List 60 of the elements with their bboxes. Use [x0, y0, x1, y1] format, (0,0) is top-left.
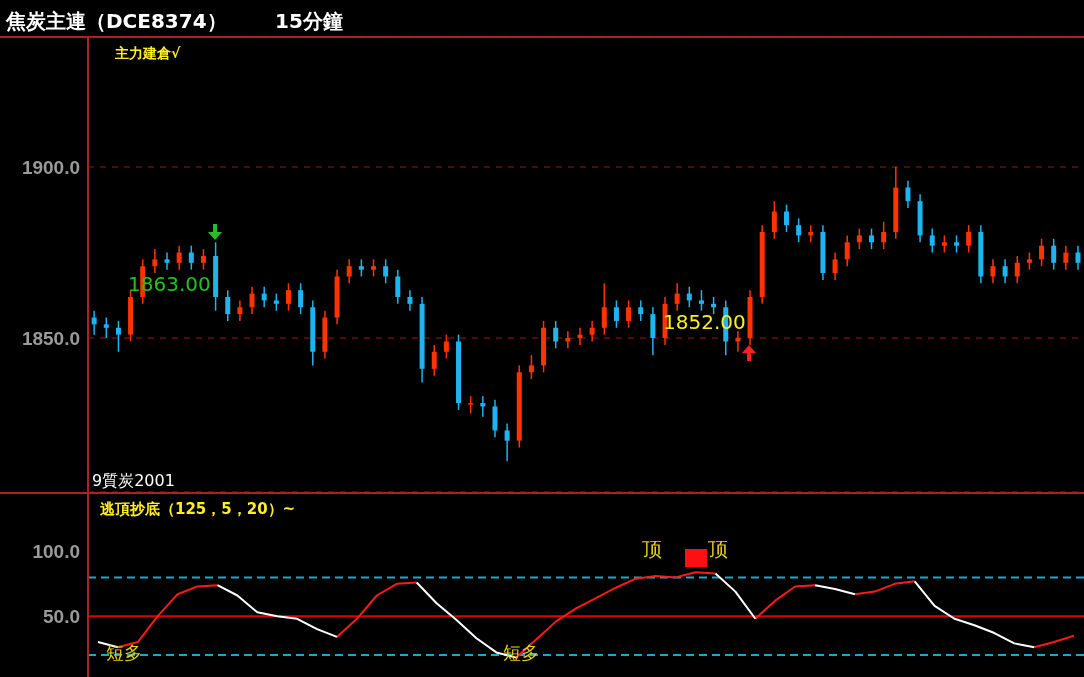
chart-subtitle: 15分鐘 — [275, 9, 343, 33]
candlestick — [164, 251, 170, 271]
y-tick-label: 1850.0 — [21, 327, 80, 349]
candlestick — [346, 258, 352, 285]
candlestick — [237, 299, 243, 322]
candlestick — [929, 227, 935, 254]
annotation: 顶 — [642, 537, 662, 561]
candlestick — [188, 244, 194, 271]
candlestick — [395, 268, 401, 305]
candlestick — [225, 289, 231, 322]
candlestick — [783, 203, 789, 233]
candlestick — [613, 299, 619, 329]
candlestick — [443, 333, 449, 360]
annotation: 顶 — [708, 537, 728, 561]
text: 逃頂抄底（125，5，20）~ — [100, 500, 296, 518]
candlestick — [990, 258, 996, 285]
candlestick — [176, 244, 182, 271]
candlestick — [249, 285, 255, 315]
chart-title: 焦炭主連（DCE8374） — [6, 9, 227, 33]
candlestick — [285, 282, 291, 312]
candlestick — [431, 344, 437, 377]
candlestick — [638, 299, 644, 322]
candlestick — [1051, 238, 1057, 271]
candlestick — [601, 282, 607, 336]
candlestick — [626, 299, 632, 329]
y-tick-label: 50.0 — [43, 605, 80, 627]
y-tick-label: 1900.0 — [21, 156, 80, 178]
candlestick — [966, 224, 972, 254]
candlestick — [553, 320, 559, 350]
candlestick — [115, 320, 121, 353]
candlestick — [407, 289, 413, 312]
candlestick — [383, 258, 389, 285]
candlestick — [492, 398, 498, 439]
candlestick — [869, 227, 875, 250]
candlestick — [152, 248, 158, 274]
candlestick — [528, 354, 534, 380]
candlestick — [856, 227, 862, 250]
candlestick — [771, 200, 777, 240]
candlestick — [881, 220, 887, 250]
candlestick — [674, 282, 680, 312]
candlestick — [298, 282, 304, 315]
candlestick — [1075, 244, 1081, 271]
annotation: 短多 — [106, 642, 142, 663]
candlestick — [844, 234, 850, 267]
candlestick — [1039, 238, 1045, 267]
annotation: 9質炭2001 — [92, 471, 175, 490]
candlestick — [1014, 255, 1020, 285]
candlestick — [1063, 244, 1069, 271]
y-tick-label: 100.0 — [32, 541, 80, 563]
candlestick — [200, 248, 206, 271]
candlestick — [1002, 258, 1008, 285]
annotation: 主力建倉√ — [115, 45, 181, 61]
candlestick — [103, 316, 109, 339]
candlestick — [650, 306, 656, 356]
candlestick — [589, 320, 595, 343]
candlestick — [905, 179, 911, 209]
candlestick — [698, 289, 704, 312]
candlestick — [504, 422, 510, 462]
candlestick — [832, 251, 838, 281]
candlestick — [796, 217, 802, 244]
